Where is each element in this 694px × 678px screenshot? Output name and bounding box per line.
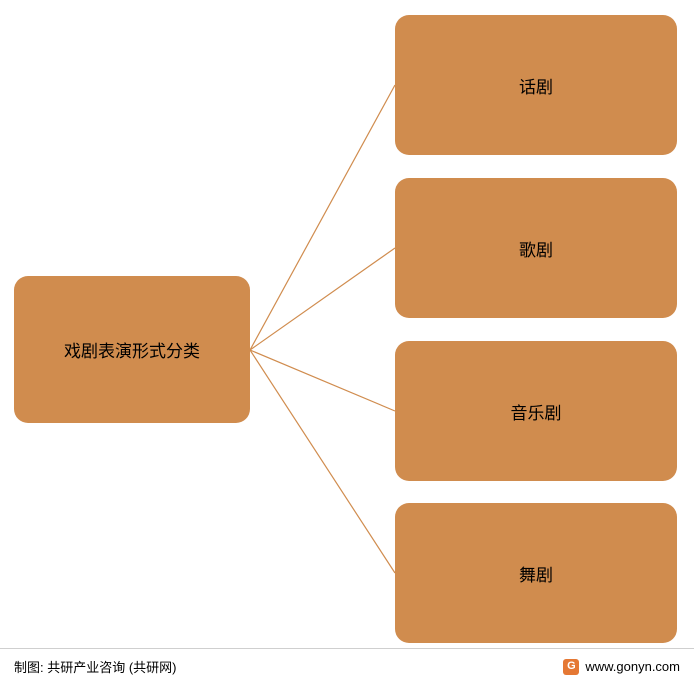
child-node: 话剧 (395, 15, 677, 155)
footer-credit: 制图: 共研产业咨询 (共研网) (14, 657, 177, 676)
child-label: 歌剧 (519, 236, 553, 261)
diagram-canvas: 戏剧表演形式分类 话剧歌剧音乐剧舞剧 (0, 0, 694, 640)
child-node: 歌剧 (395, 178, 677, 318)
footer-url: www.gonyn.com (585, 659, 680, 674)
root-node: 戏剧表演形式分类 (14, 276, 250, 423)
root-label: 戏剧表演形式分类 (64, 337, 200, 362)
footer-right: G www.gonyn.com (563, 659, 680, 675)
child-label: 舞剧 (519, 561, 553, 586)
child-node: 舞剧 (395, 503, 677, 643)
brand-icon: G (563, 659, 579, 675)
child-label: 话剧 (519, 73, 553, 98)
child-node: 音乐剧 (395, 341, 677, 481)
footer: 制图: 共研产业咨询 (共研网) G www.gonyn.com (0, 648, 694, 676)
child-label: 音乐剧 (511, 399, 562, 424)
